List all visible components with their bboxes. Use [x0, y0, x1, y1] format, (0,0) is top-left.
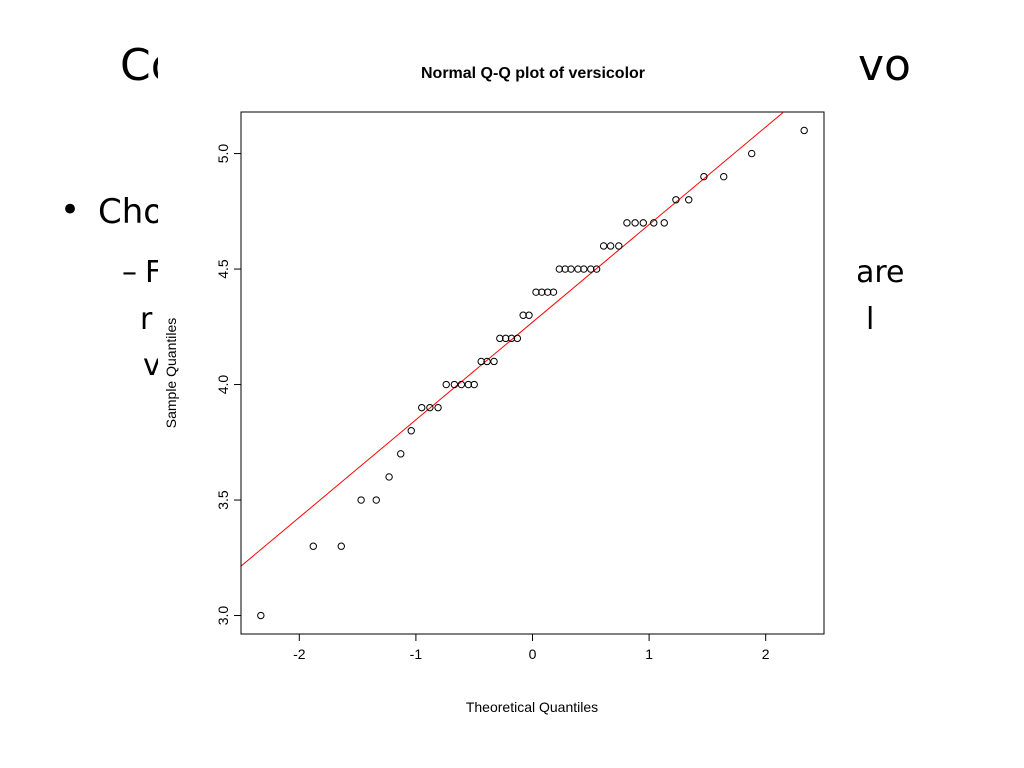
- data-point: [587, 265, 595, 273]
- data-point: [309, 542, 317, 550]
- sub-bullet-line1-fragment: F: [145, 255, 163, 290]
- y-tick-label: 3.0: [215, 606, 231, 626]
- data-point: [470, 380, 478, 389]
- data-point: [450, 380, 459, 389]
- data-point: [639, 219, 647, 227]
- data-point: [496, 334, 504, 343]
- y-axis: 3.0 3.5 4.0 4.5 5.0: [215, 144, 242, 626]
- data-points: [257, 126, 808, 620]
- data-point: [606, 242, 615, 250]
- data-point: [418, 403, 426, 412]
- data-point: [519, 311, 527, 319]
- data-point: [720, 172, 728, 181]
- data-point: [513, 334, 522, 343]
- data-point: [501, 334, 510, 343]
- x-tick-label: -1: [410, 646, 423, 662]
- data-point: [748, 149, 756, 158]
- data-point: [507, 334, 516, 343]
- data-point: [672, 196, 680, 204]
- data-point: [357, 496, 365, 504]
- x-tick-label: 0: [529, 646, 537, 662]
- sub-bullet-right-fragment-1: are: [856, 255, 905, 290]
- y-axis-label: Sample Quantiles: [163, 318, 179, 429]
- data-point: [567, 265, 575, 273]
- data-point: [800, 126, 808, 135]
- data-point: [615, 242, 623, 250]
- data-point: [397, 450, 405, 458]
- y-tick-label: 4.0: [215, 375, 231, 395]
- x-tick-label: 1: [645, 646, 653, 662]
- data-point: [631, 219, 639, 227]
- data-point: [477, 357, 485, 366]
- data-point: [407, 427, 415, 435]
- data-point: [574, 265, 582, 273]
- data-point: [650, 219, 658, 227]
- data-point: [555, 265, 564, 273]
- bullet-symbol: •: [60, 190, 81, 230]
- data-point: [685, 196, 693, 204]
- reference-line-group: [241, 112, 785, 567]
- data-point: [700, 172, 708, 181]
- slide-title-fragment-right: vo: [858, 40, 911, 91]
- data-point: [257, 611, 265, 620]
- data-point: [599, 242, 608, 250]
- data-point: [543, 288, 552, 296]
- y-tick-label: 5.0: [215, 144, 231, 164]
- x-axis: -2 -1 0 1 2: [293, 633, 770, 662]
- x-axis-label: Theoretical Quantiles: [466, 699, 598, 715]
- data-point: [385, 473, 393, 481]
- bullet-text-fragment: Cho: [98, 192, 165, 232]
- chart-title: Normal Q-Q plot of versicolor: [421, 65, 645, 82]
- data-point: [442, 380, 450, 389]
- data-point: [549, 288, 558, 296]
- qq-plot-chart: Normal Q-Q plot of versicolor -2 -1 0 1 2 3.…: [163, 65, 825, 715]
- x-tick-label: 2: [762, 646, 770, 662]
- data-point: [561, 265, 569, 273]
- qq-plot-panel: Normal Q-Q plot of versicolor -2 -1 0 1 2 3.…: [158, 48, 858, 733]
- data-point: [464, 380, 473, 389]
- data-point: [623, 219, 631, 227]
- data-point: [372, 496, 380, 504]
- sub-bullet-right-fragment-2: l: [866, 302, 875, 337]
- x-tick-label: -2: [293, 646, 306, 662]
- y-tick-label: 4.5: [215, 259, 231, 279]
- sub-bullet-dash: –: [122, 255, 137, 290]
- data-point: [525, 311, 533, 319]
- sub-bullet-line3-fragment: v: [143, 348, 161, 383]
- reference-line: [241, 112, 785, 567]
- sub-bullet-line2-fragment: r: [140, 302, 153, 337]
- data-point: [580, 265, 588, 273]
- data-point: [337, 542, 345, 550]
- data-point: [592, 265, 601, 273]
- data-point: [490, 357, 498, 366]
- y-tick-label: 3.5: [215, 490, 231, 510]
- data-point: [483, 357, 491, 366]
- data-point: [426, 403, 434, 412]
- data-point: [660, 219, 668, 227]
- data-point: [434, 403, 442, 412]
- data-point: [457, 380, 466, 389]
- plot-area-frame: [240, 111, 825, 635]
- data-point: [538, 288, 546, 296]
- data-point: [532, 288, 540, 296]
